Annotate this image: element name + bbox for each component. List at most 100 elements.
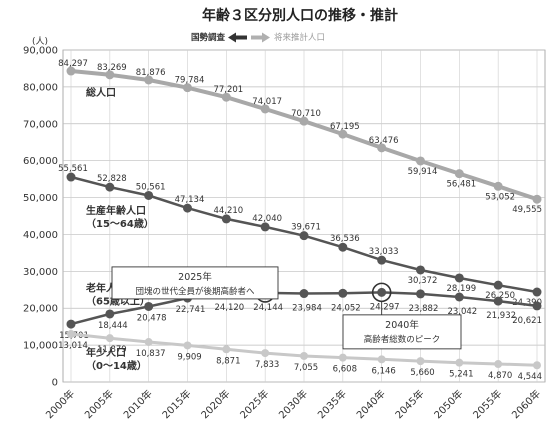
data-point [183, 203, 192, 213]
data-label: 23,984 [292, 304, 322, 314]
x-tick-label: 2035年 [315, 387, 349, 421]
data-point [338, 129, 348, 139]
data-point [183, 341, 192, 350]
data-label: 33,033 [369, 247, 399, 257]
data-point [66, 66, 76, 76]
x-tick-label: 2000年 [43, 387, 77, 421]
data-point [454, 169, 464, 179]
data-label: 53,052 [485, 192, 515, 202]
data-label: 24,052 [331, 303, 361, 313]
data-label: 23,042 [447, 307, 477, 317]
data-label: 59,914 [408, 167, 438, 177]
data-point [377, 287, 387, 297]
data-point [532, 194, 542, 204]
data-point [377, 255, 387, 265]
data-point [493, 280, 503, 290]
data-point [455, 358, 464, 367]
y-tick-label: 50,000 [23, 193, 58, 204]
data-point [416, 289, 425, 299]
data-point [454, 292, 464, 302]
data-point [144, 75, 154, 85]
series-3: 13,014 11,879 10,837 9,909 8,871 7,833 7,055 6,… [58, 329, 542, 382]
data-label: 70,710 [291, 109, 321, 119]
data-point [338, 242, 348, 252]
series-name-label: 生産年齢人口（15～64歳） [86, 204, 154, 230]
data-point [533, 361, 541, 370]
annotation-year: 2025年 [178, 271, 212, 283]
x-tick-label: 2015年 [159, 387, 193, 421]
data-point [66, 319, 76, 329]
x-tick-label: 2050年 [431, 387, 465, 421]
data-label: 24,390 [512, 298, 542, 308]
data-point [144, 338, 153, 347]
chart-title: 年齢３区分別人口の推移・推計 [202, 7, 398, 24]
data-label: 67,195 [330, 122, 360, 132]
series-2: 15,70118,44420,47822,74124,12024,14423,9… [59, 287, 542, 341]
data-label: 50,561 [136, 182, 166, 192]
y-axis: 0 10,000 20,000 30,000 40,000 50,000 60,000 70,… [23, 46, 58, 389]
data-label: 11,879 [97, 345, 127, 355]
x-tick-label: 2055年 [470, 387, 504, 421]
annotation-text: 団塊の世代全員が後期高齢者へ [135, 286, 255, 297]
data-point [144, 190, 154, 200]
data-label: 24,144 [253, 303, 283, 313]
data-label: 44,210 [213, 206, 243, 216]
y-tick-label: 30,000 [23, 267, 58, 278]
series-name-label: 年少人口（0～14歳） [86, 346, 147, 372]
x-tick-label: 2045年 [392, 387, 426, 421]
series-name-line: 生産年齢人口 [86, 204, 146, 217]
data-point [105, 309, 115, 319]
data-label: 6,146 [371, 366, 395, 376]
data-label: 9,909 [177, 352, 201, 362]
data-label: 18,444 [98, 321, 128, 331]
data-point [105, 182, 115, 192]
data-label: 84,297 [58, 59, 88, 69]
series-group: 84,297 83,269 81,876 79,784 77,201 74,017 70,7… [58, 59, 542, 382]
data-label: 4,544 [518, 372, 542, 382]
data-label: 13,014 [58, 341, 88, 351]
y-tick-label: 90,000 [23, 46, 58, 57]
series-0: 84,297 83,269 81,876 79,784 77,201 74,017 70,7… [58, 59, 542, 215]
y-tick-label: 20,000 [23, 304, 58, 315]
x-tick-label: 2030年 [276, 387, 310, 421]
data-point [416, 265, 425, 275]
data-label: 52,828 [97, 174, 127, 184]
data-point [299, 289, 309, 299]
data-label: 5,660 [410, 368, 434, 378]
data-label: 10,837 [136, 349, 166, 359]
data-point [183, 83, 192, 93]
y-tick-label: 40,000 [23, 230, 58, 241]
data-point [416, 357, 425, 366]
y-tick-label: 60,000 [23, 156, 58, 167]
data-point [221, 214, 231, 224]
data-label: 22,741 [176, 305, 206, 315]
series-1: 55,561 52,828 50,561 47,134 44,210 42,040 39,6… [58, 164, 542, 308]
data-point [338, 353, 347, 362]
data-label: 21,932 [486, 311, 516, 321]
data-label: 7,833 [255, 360, 279, 370]
y-unit-label: (人) [32, 36, 48, 47]
data-label: 81,876 [136, 68, 166, 78]
annotation-box [111, 266, 279, 300]
data-point [222, 345, 231, 354]
legend-actual-label: 国勢調査 [191, 32, 226, 43]
y-tick-label: 80,000 [23, 82, 58, 93]
legend-projected-arrow-icon [251, 32, 270, 43]
data-point [416, 156, 425, 166]
x-tick-label: 2040年 [354, 387, 388, 421]
data-label: 20,621 [512, 316, 542, 326]
x-axis: 2000年 2005年 2010年 2015年 2020年 2025年 2030年 2035年… [43, 387, 543, 421]
data-point [377, 143, 387, 153]
data-point [338, 288, 348, 298]
data-label: 77,201 [213, 85, 243, 95]
data-point [66, 172, 76, 182]
data-label: 5,241 [449, 370, 473, 380]
x-tick-label: 2005年 [82, 387, 116, 421]
annotation-text: 高齢者総数のピーク [364, 334, 441, 345]
data-point [299, 231, 309, 241]
legend-projected-label: 将来推計人口 [274, 32, 325, 43]
